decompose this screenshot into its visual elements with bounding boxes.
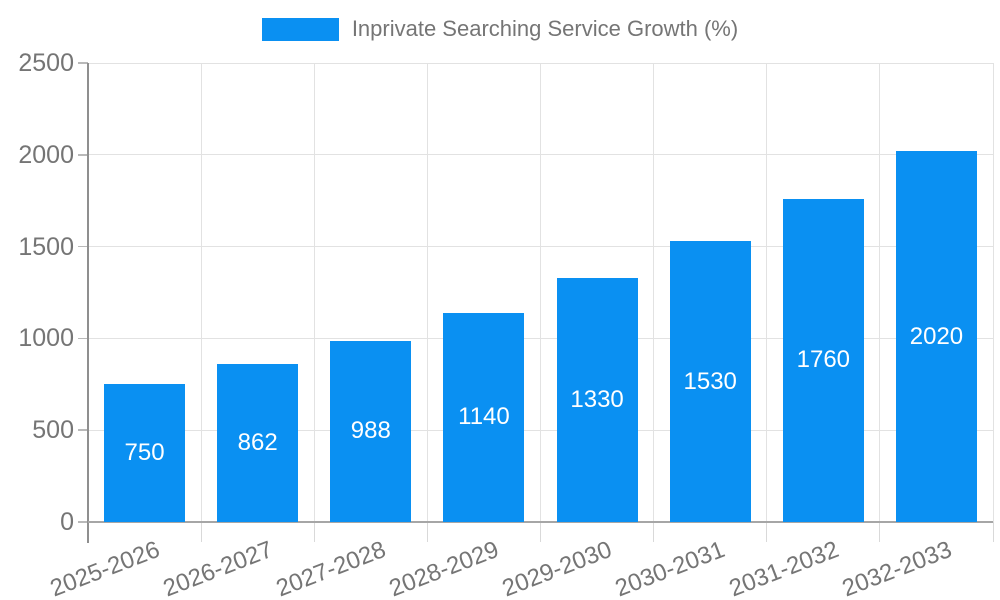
y-tick	[78, 337, 88, 340]
bar-2026-2027: 862	[217, 363, 299, 522]
bar-2032-2033: 2020	[895, 151, 977, 522]
bar-2028-2029: 1140	[443, 312, 525, 522]
bar-2030-2031: 1530	[669, 241, 751, 522]
bar-value-label: 1760	[796, 346, 851, 374]
legend-label: Inprivate Searching Service Growth (%)	[351, 16, 739, 41]
x-tick-label: 2028-2029	[385, 536, 503, 600]
x-tick	[540, 522, 541, 542]
x-tick	[992, 522, 994, 542]
y-tick-label: 0	[60, 508, 74, 536]
bar-2031-2032: 1760	[782, 198, 864, 522]
bar-value-label: 862	[237, 428, 278, 456]
y-tick	[78, 245, 88, 248]
x-tick-label: 2030-2031	[612, 536, 729, 600]
y-tick-label: 2000	[18, 140, 74, 169]
x-gridline	[313, 63, 315, 522]
chart-legend: Inprivate Searching Service Growth (%)	[0, 16, 1000, 42]
x-tick	[200, 522, 202, 542]
x-tick	[313, 522, 315, 542]
y-tick	[78, 521, 88, 523]
bar-value-label: 2020	[909, 322, 964, 350]
bar-value-label: 1140	[458, 403, 510, 431]
x-tick-label: 2032-2033	[838, 536, 956, 600]
y-tick-label: 2500	[18, 49, 74, 77]
y-axis-line	[87, 63, 89, 543]
y-tick-label: 1500	[18, 232, 74, 261]
x-tick-label: 2027-2028	[272, 536, 390, 600]
x-tick	[653, 522, 655, 542]
x-tick	[879, 522, 881, 542]
x-gridline	[766, 63, 768, 522]
bar-value-label: 988	[350, 417, 391, 445]
bar-value-label: 750	[124, 439, 165, 467]
y-tick-label: 500	[32, 416, 74, 445]
y-tick	[78, 429, 88, 431]
x-tick	[766, 522, 768, 542]
bar-value-label: 1530	[683, 367, 737, 395]
x-gridline	[426, 63, 428, 522]
x-tick-label: 2031-2032	[725, 536, 842, 600]
x-gridline	[200, 63, 202, 522]
x-tick-label: 2025-2026	[46, 536, 164, 600]
y-tick	[78, 62, 88, 64]
bar-value-label: 1330	[570, 385, 624, 413]
legend-swatch-icon	[261, 17, 339, 41]
y-tick	[78, 154, 88, 156]
bar-2029-2030: 1330	[556, 277, 638, 522]
x-axis-line	[88, 521, 993, 523]
bar-2027-2028: 988	[330, 340, 412, 522]
x-gridline	[992, 63, 994, 522]
x-tick	[426, 522, 428, 542]
x-gridline	[879, 63, 881, 522]
bar-2025-2026: 750	[104, 384, 186, 522]
y-tick-label: 1000	[18, 324, 74, 353]
x-tick-label: 2029-2030	[498, 536, 616, 600]
x-gridline	[540, 63, 541, 522]
x-tick-label: 2026-2027	[159, 536, 277, 600]
x-gridline	[653, 63, 655, 522]
